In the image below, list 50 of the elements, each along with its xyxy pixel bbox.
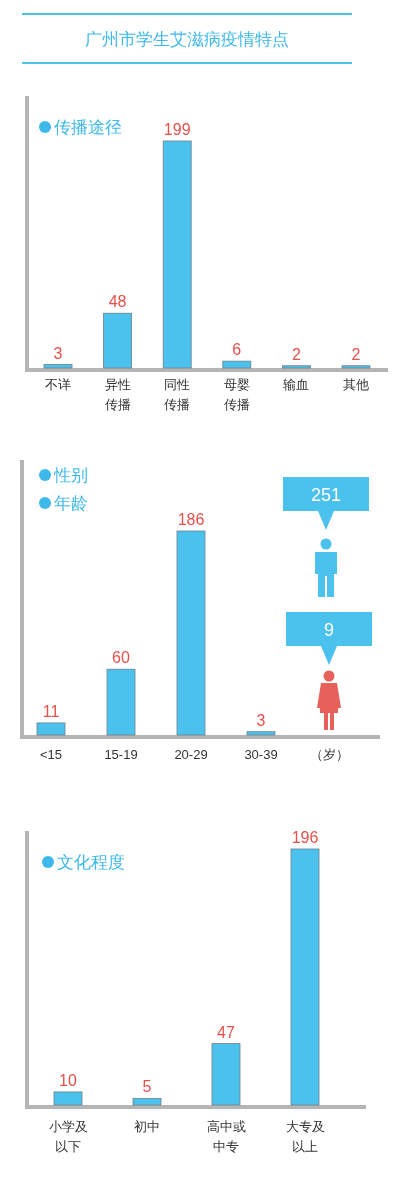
bar — [246, 731, 276, 736]
bar — [341, 365, 371, 369]
x-tick-label: 大专及以上 — [285, 1119, 325, 1154]
x-tick-label: 30-39 — [244, 747, 278, 762]
data-label: 251 — [310, 485, 342, 505]
bar — [103, 312, 132, 369]
x-tick-label: 高中或中专 — [206, 1119, 246, 1154]
data-label: 3 — [256, 711, 266, 729]
data-label: 6 — [232, 341, 242, 359]
x-tick-label: 15-19 — [104, 747, 138, 762]
data-label: 196 — [291, 829, 319, 846]
chart-title: 文化程度 — [57, 853, 125, 872]
x-tick-label: 同性传播 — [164, 377, 191, 412]
bar — [53, 1091, 83, 1106]
data-label: 48 — [108, 293, 127, 311]
bar — [222, 360, 252, 369]
x-tick-label: 小学及以下 — [48, 1119, 88, 1154]
x-tick-label: 输血 — [283, 377, 310, 392]
bar — [43, 364, 73, 369]
x-tick-label: <15 — [39, 747, 63, 762]
data-label: 3 — [53, 344, 63, 362]
x-tick-label: 异性传播 — [104, 377, 131, 412]
bar — [282, 365, 311, 369]
data-label: 5 — [142, 1078, 152, 1096]
bar — [290, 848, 320, 1106]
data-label: 199 — [163, 121, 191, 138]
data-label: 2 — [351, 345, 361, 363]
bar — [106, 668, 136, 736]
data-label: 2 — [291, 345, 301, 363]
data-label: 60 — [112, 649, 130, 667]
data-label: 47 — [217, 1023, 235, 1041]
x-tick-label: 其他 — [343, 377, 369, 392]
bar — [162, 140, 192, 369]
chart-title: 年龄 — [54, 494, 88, 513]
bar — [176, 530, 206, 736]
data-label: 186 — [177, 511, 205, 528]
x-tick-label: 初中 — [134, 1119, 160, 1134]
chart-subtitle: 传播途径 — [54, 118, 122, 137]
x-axis-title: （岁） — [309, 747, 349, 762]
bar — [132, 1098, 162, 1106]
x-tick-label: 母婴传播 — [223, 377, 250, 412]
text: 性别 — [53, 466, 88, 485]
data-label: 10 — [59, 1071, 77, 1089]
data-label: 9 — [323, 620, 335, 640]
bar — [211, 1043, 241, 1106]
x-tick-label: 不详 — [45, 377, 71, 392]
data-label: 11 — [42, 702, 60, 720]
x-tick-label: 20-29 — [174, 747, 208, 762]
chart-title: 广州市学生艾滋病疫情特点 — [85, 30, 289, 49]
bar — [36, 722, 66, 736]
